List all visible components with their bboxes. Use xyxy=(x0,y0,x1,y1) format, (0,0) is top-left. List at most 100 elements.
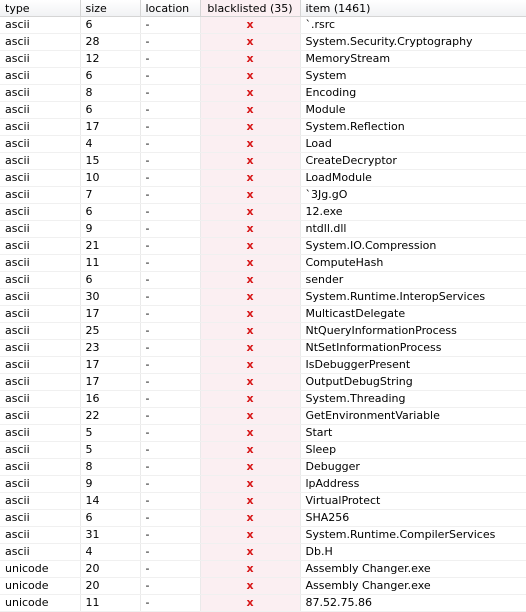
cell-type: ascii xyxy=(0,237,81,255)
blacklisted-x-icon: x xyxy=(246,222,254,235)
cell-type: ascii xyxy=(0,152,81,170)
table-row[interactable]: ascii 16- x System.Threading xyxy=(0,390,526,408)
table-row[interactable]: unicode 11- x 87.52.75.86 xyxy=(0,594,526,612)
table-row[interactable]: ascii 15- x CreateDecryptor xyxy=(0,152,526,170)
cell-size: 21 xyxy=(80,237,141,255)
cell-item: MemoryStream xyxy=(300,50,526,68)
table-row[interactable]: ascii 6- x `.rsrc xyxy=(0,16,526,34)
table-row[interactable]: ascii 10- x LoadModule xyxy=(0,169,526,187)
cell-item: Assembly Changer.exe xyxy=(300,577,526,595)
table-row[interactable]: ascii 17- x OutputDebugString xyxy=(0,373,526,391)
cell-item: LoadModule xyxy=(300,169,526,187)
table-row[interactable]: ascii 4- x Db.H xyxy=(0,543,526,561)
table-row[interactable]: ascii 14- x VirtualProtect xyxy=(0,492,526,510)
table-row[interactable]: ascii 6- x System xyxy=(0,67,526,85)
cell-item: System.Runtime.CompilerServices xyxy=(300,526,526,544)
header-row: type size location blacklisted (35) item… xyxy=(0,0,526,17)
column-header-size[interactable]: size xyxy=(80,0,141,17)
table-row[interactable]: ascii 17- x IsDebuggerPresent xyxy=(0,356,526,374)
cell-item: SHA256 xyxy=(300,509,526,527)
cell-type: ascii xyxy=(0,475,81,493)
cell-item: System.Security.Cryptography xyxy=(300,33,526,51)
blacklisted-x-icon: x xyxy=(246,358,254,371)
cell-type: ascii xyxy=(0,84,81,102)
cell-size: 20 xyxy=(80,560,141,578)
table-row[interactable]: ascii 8- x Debugger xyxy=(0,458,526,476)
blacklisted-x-icon: x xyxy=(246,324,254,337)
table-row[interactable]: ascii 17- x System.Reflection xyxy=(0,118,526,136)
table-row[interactable]: ascii 6- x Module xyxy=(0,101,526,119)
column-header-type[interactable]: type xyxy=(0,0,81,17)
cell-type: ascii xyxy=(0,118,81,136)
cell-location: - xyxy=(140,424,201,442)
cell-blacklisted: x xyxy=(200,84,301,102)
cell-type: ascii xyxy=(0,16,81,34)
cell-type: ascii xyxy=(0,543,81,561)
cell-location: - xyxy=(140,118,201,136)
table-row[interactable]: ascii 6- x SHA256 xyxy=(0,509,526,527)
cell-blacklisted: x xyxy=(200,186,301,204)
cell-location: - xyxy=(140,237,201,255)
cell-type: ascii xyxy=(0,356,81,374)
blacklisted-x-icon: x xyxy=(246,392,254,405)
table-row[interactable]: ascii 9- x lpAddress xyxy=(0,475,526,493)
cell-location: - xyxy=(140,186,201,204)
table-row[interactable]: ascii 5- x Start xyxy=(0,424,526,442)
table-row[interactable]: ascii 22- x GetEnvironmentVariable xyxy=(0,407,526,425)
cell-size: 6 xyxy=(80,509,141,527)
column-header-location[interactable]: location xyxy=(140,0,201,17)
cell-type: ascii xyxy=(0,339,81,357)
table-row[interactable]: ascii 31- x System.Runtime.CompilerServices xyxy=(0,526,526,544)
blacklisted-x-icon: x xyxy=(246,375,254,388)
cell-location: - xyxy=(140,356,201,374)
table-row[interactable]: ascii 28- x System.Security.Cryptography xyxy=(0,33,526,51)
cell-size: 8 xyxy=(80,84,141,102)
cell-blacklisted: x xyxy=(200,254,301,272)
cell-size: 5 xyxy=(80,441,141,459)
cell-item: System.Runtime.InteropServices xyxy=(300,288,526,306)
table-row[interactable]: unicode 20- x Assembly Changer.exe xyxy=(0,560,526,578)
cell-type: ascii xyxy=(0,67,81,85)
cell-item: OutputDebugString xyxy=(300,373,526,391)
cell-blacklisted: x xyxy=(200,33,301,51)
cell-location: - xyxy=(140,169,201,187)
cell-size: 9 xyxy=(80,220,141,238)
table-row[interactable]: ascii 21- x System.IO.Compression xyxy=(0,237,526,255)
table-row[interactable]: ascii 8- x Encoding xyxy=(0,84,526,102)
cell-blacklisted: x xyxy=(200,339,301,357)
table-row[interactable]: ascii 6- x 12.exe xyxy=(0,203,526,221)
blacklisted-x-icon: x xyxy=(246,18,254,31)
table-row[interactable]: ascii 4- x Load xyxy=(0,135,526,153)
cell-size: 6 xyxy=(80,16,141,34)
cell-item: sender xyxy=(300,271,526,289)
cell-blacklisted: x xyxy=(200,118,301,136)
table-row[interactable]: ascii 9- x ntdll.dll xyxy=(0,220,526,238)
table-row[interactable]: ascii 11- x ComputeHash xyxy=(0,254,526,272)
cell-blacklisted: x xyxy=(200,288,301,306)
blacklisted-x-icon: x xyxy=(246,477,254,490)
table-row[interactable]: ascii 6- x sender xyxy=(0,271,526,289)
cell-location: - xyxy=(140,84,201,102)
table-row[interactable]: ascii 17- x MulticastDelegate xyxy=(0,305,526,323)
table-row[interactable]: ascii 25- x NtQueryInformationProcess xyxy=(0,322,526,340)
table-row[interactable]: ascii 30- x System.Runtime.InteropServices xyxy=(0,288,526,306)
cell-size: 7 xyxy=(80,186,141,204)
table-row[interactable]: ascii 5- x Sleep xyxy=(0,441,526,459)
table-row[interactable]: ascii 12- x MemoryStream xyxy=(0,50,526,68)
cell-blacklisted: x xyxy=(200,492,301,510)
cell-item: 12.exe xyxy=(300,203,526,221)
column-header-item[interactable]: item (1461) xyxy=(300,0,526,17)
cell-item: Debugger xyxy=(300,458,526,476)
cell-location: - xyxy=(140,271,201,289)
table-row[interactable]: ascii 23- x NtSetInformationProcess xyxy=(0,339,526,357)
cell-location: - xyxy=(140,509,201,527)
cell-type: ascii xyxy=(0,33,81,51)
cell-size: 12 xyxy=(80,50,141,68)
table-row[interactable]: unicode 20- x Assembly Changer.exe xyxy=(0,577,526,595)
cell-size: 15 xyxy=(80,152,141,170)
column-header-blacklisted[interactable]: blacklisted (35) xyxy=(200,0,301,17)
blacklisted-x-icon: x xyxy=(246,137,254,150)
table-row[interactable]: ascii 7- x `3Jg.gO xyxy=(0,186,526,204)
cell-blacklisted: x xyxy=(200,356,301,374)
cell-item: Db.H xyxy=(300,543,526,561)
